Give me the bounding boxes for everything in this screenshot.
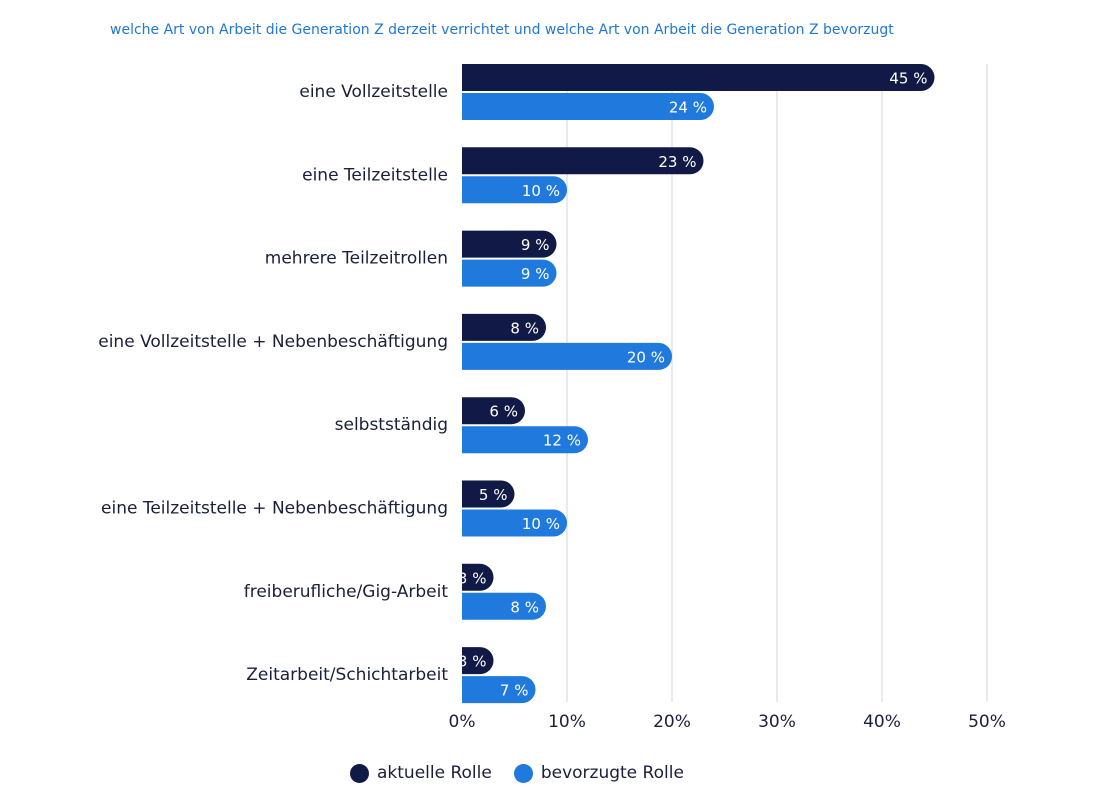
bar-preferred bbox=[462, 676, 536, 704]
x-axis-ticks: 0% 10% 20% 30% 40% 50% bbox=[449, 712, 1006, 732]
bar-preferred bbox=[462, 509, 567, 537]
bar-preferred bbox=[462, 259, 557, 287]
bar-value-label: 3 % bbox=[458, 569, 487, 587]
category-label: freiberufliche/Gig-Arbeit bbox=[244, 582, 449, 602]
bar-value-label: 8 % bbox=[510, 598, 539, 616]
bar-preferred bbox=[462, 93, 714, 120]
bar-chart: eine Vollzeitstelle eine Teilzeitstelle me… bbox=[98, 64, 1006, 732]
category-label: mehrere Teilzeitrollen bbox=[265, 249, 448, 269]
legend-item-current: aktuelle Rolle bbox=[350, 763, 492, 783]
bar-value-label: 3 % bbox=[458, 653, 487, 671]
category-label: Zeitarbeit/Schichtarbeit bbox=[246, 665, 448, 685]
bar-value-label: 8 % bbox=[510, 319, 539, 337]
legend: aktuelle Rolle bevorzugte Rolle bbox=[350, 763, 706, 783]
bar-value-label: 10 % bbox=[522, 515, 560, 533]
bar-value-label: 24 % bbox=[669, 99, 707, 117]
bar-preferred bbox=[462, 426, 588, 454]
x-tick-label: 30% bbox=[758, 712, 796, 732]
bar-current bbox=[462, 647, 494, 675]
bar-value-label: 45 % bbox=[889, 70, 927, 88]
legend-item-preferred: bevorzugte Rolle bbox=[513, 763, 684, 783]
legend-swatch-preferred bbox=[513, 763, 533, 783]
bar-current bbox=[462, 230, 557, 258]
bar-current bbox=[462, 563, 494, 591]
bar-value-label: 10 % bbox=[522, 182, 560, 200]
bar-current bbox=[462, 313, 546, 341]
bar-preferred bbox=[462, 592, 546, 620]
category-label: eine Teilzeitstelle bbox=[302, 165, 448, 185]
gridlines bbox=[566, 64, 988, 702]
bar-preferred bbox=[462, 342, 672, 370]
category-labels: eine Vollzeitstelle eine Teilzeitstelle me… bbox=[98, 82, 448, 685]
category-label: eine Teilzeitstelle + Nebenbeschäftigung bbox=[101, 499, 448, 519]
legend-label-preferred: bevorzugte Rolle bbox=[540, 763, 684, 783]
bar-value-label: 9 % bbox=[521, 265, 550, 283]
x-tick-label: 40% bbox=[863, 712, 901, 732]
bar-preferred bbox=[462, 176, 567, 204]
bar-value-label: 20 % bbox=[627, 348, 665, 366]
legend-swatch-current bbox=[350, 763, 369, 783]
x-tick-label: 0% bbox=[449, 712, 476, 732]
bar-value-label: 12 % bbox=[543, 432, 581, 450]
bar-value-label: 5 % bbox=[479, 486, 508, 504]
x-tick-label: 50% bbox=[968, 712, 1006, 732]
bar-current bbox=[462, 147, 704, 175]
bar-current bbox=[462, 64, 935, 91]
bar-value-label: 6 % bbox=[489, 403, 518, 421]
category-label: eine Vollzeitstelle bbox=[299, 82, 448, 102]
x-tick-label: 10% bbox=[548, 712, 586, 732]
bar-value-label: 23 % bbox=[658, 153, 696, 171]
bar-value-label: 7 % bbox=[500, 682, 529, 700]
chart-title: welche Art von Arbeit die Generation Z d… bbox=[110, 22, 894, 38]
category-label: eine Vollzeitstelle + Nebenbeschäftigung bbox=[98, 332, 448, 352]
bar-current bbox=[462, 397, 525, 425]
bar-current bbox=[462, 480, 515, 508]
legend-label-current: aktuelle Rolle bbox=[377, 763, 492, 783]
bars: 45 % 24 % 23 % 10 % 9 % 9 % 8 % 20 % 6 % 12 % 5 % 1… bbox=[458, 64, 935, 704]
category-label: selbstständig bbox=[335, 415, 448, 435]
bar-value-label: 9 % bbox=[521, 236, 550, 254]
x-tick-label: 20% bbox=[653, 712, 691, 732]
